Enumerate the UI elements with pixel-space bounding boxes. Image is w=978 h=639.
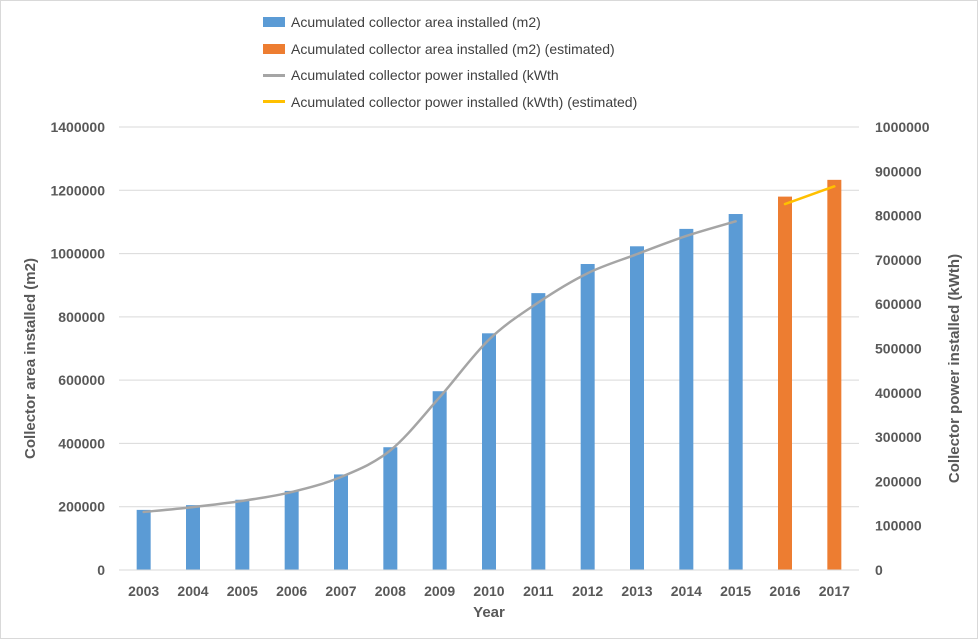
y-tick-label: 800000	[58, 309, 105, 325]
x-tick-label: 2011	[523, 583, 554, 599]
bar	[531, 293, 546, 570]
x-tick-label: 2009	[424, 583, 455, 599]
y2-tick-label: 500000	[875, 341, 922, 357]
legend-label: Acumulated collector power installed (kW…	[291, 67, 559, 84]
y-tick-label: 1000000	[50, 246, 105, 262]
bar	[482, 333, 496, 570]
series-line	[142, 220, 737, 514]
y2-tick-label: 100000	[875, 518, 922, 534]
bar	[235, 499, 250, 570]
y2-tick-label: 800000	[875, 208, 922, 224]
legend-swatch	[263, 43, 285, 54]
legend-label: Acumulated collector area installed (m2)…	[291, 40, 615, 57]
legend-item: Acumulated collector power installed (kW…	[263, 89, 637, 116]
x-tick-label: 2012	[572, 583, 603, 599]
bar	[383, 447, 398, 570]
bar	[630, 246, 644, 570]
legend-line-swatch	[263, 100, 285, 104]
bar	[580, 264, 595, 570]
legend-label: Acumulated collector area installed (m2)	[291, 14, 541, 31]
y-axis-title: Collector area installed (m2)	[22, 258, 39, 459]
y-tick-label: 0	[97, 562, 105, 578]
x-tick-label: 2015	[720, 583, 751, 599]
x-tick-label: 2006	[276, 583, 307, 599]
bar	[136, 509, 151, 570]
legend-swatch	[263, 17, 285, 28]
x-tick-label: 2010	[473, 583, 504, 599]
x-axis-title: Year	[473, 604, 505, 621]
x-tick-label: 2005	[227, 583, 258, 599]
x-tick-label: 2016	[769, 583, 800, 599]
bar	[334, 474, 348, 570]
y2-tick-label: 1000000	[875, 119, 930, 135]
y2-tick-label: 300000	[875, 429, 922, 445]
x-tick-label: 2017	[819, 583, 850, 599]
bar	[728, 214, 743, 570]
y2-axis-title: Collector power installed (kWth)	[946, 254, 963, 483]
x-tick-label: 2008	[375, 583, 406, 599]
legend-item: Acumulated collector area installed (m2)	[263, 9, 637, 36]
y2-tick-label: 200000	[875, 473, 922, 489]
y2-tick-label: 900000	[875, 163, 922, 179]
x-tick-label: 2004	[177, 583, 208, 599]
series-line	[783, 185, 836, 206]
x-tick-label: 2014	[671, 583, 702, 599]
bar	[186, 505, 200, 570]
y-tick-label: 200000	[58, 499, 105, 515]
x-tick-label: 2003	[128, 583, 159, 599]
x-tick-label: 2013	[621, 583, 652, 599]
bar	[432, 391, 447, 570]
legend-label: Acumulated collector power installed (kW…	[291, 93, 638, 110]
y2-tick-label: 400000	[875, 385, 922, 401]
legend-item: Acumulated collector power installed (kW…	[263, 62, 637, 89]
y-tick-label: 400000	[58, 435, 105, 451]
bar	[284, 490, 299, 570]
bar	[679, 228, 694, 570]
bar	[827, 179, 842, 570]
legend-line-swatch	[263, 73, 285, 77]
y2-tick-label: 0	[875, 562, 883, 578]
legend-item: Acumulated collector area installed (m2)…	[263, 36, 637, 63]
y2-tick-label: 700000	[875, 252, 922, 268]
x-tick-label: 2007	[325, 583, 356, 599]
chart-legend: Acumulated collector area installed (m2)…	[263, 9, 637, 115]
bar	[778, 196, 792, 570]
y-tick-label: 1200000	[50, 182, 105, 198]
y-tick-label: 600000	[58, 372, 105, 388]
y2-tick-label: 600000	[875, 296, 922, 312]
y-tick-label: 1400000	[50, 119, 105, 135]
